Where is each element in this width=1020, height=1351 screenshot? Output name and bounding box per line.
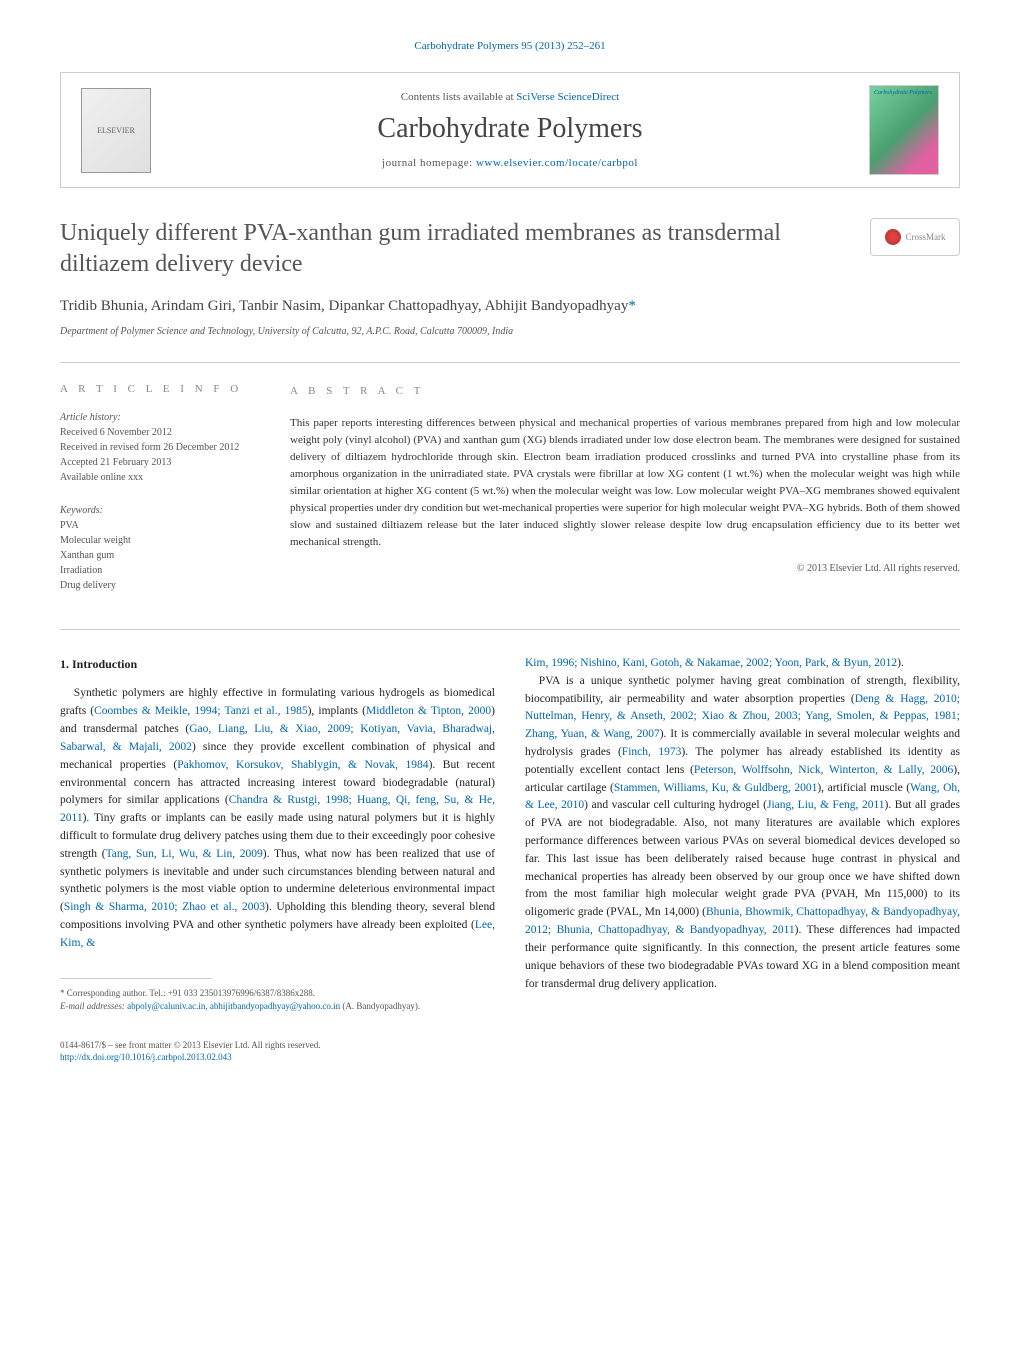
- article-info-label: a r t i c l e i n f o: [60, 383, 265, 395]
- contents-line: Contents lists available at SciVerse Sci…: [151, 91, 869, 103]
- article-history: Article history: Received 6 November 201…: [60, 410, 265, 485]
- corresponding-marker: *: [628, 298, 636, 314]
- section-number: 1.: [60, 657, 69, 671]
- journal-name: Carbohydrate Polymers: [151, 113, 869, 145]
- revised-date: Received in revised form 26 December 201…: [60, 440, 265, 455]
- citation-link[interactable]: Stammen, Williams, Ku, & Guldberg, 2001: [614, 782, 817, 794]
- citation-link[interactable]: Middleton & Tipton, 2000: [366, 705, 491, 717]
- info-abstract-row: a r t i c l e i n f o Article history: R…: [60, 362, 960, 611]
- section-heading: 1. Introduction: [60, 655, 495, 674]
- journal-cover-thumbnail: Carbohydrate Polymers: [869, 85, 939, 175]
- keywords-heading: Keywords:: [60, 503, 265, 518]
- citation-link[interactable]: Kim, 1996; Nishino, Kani, Gotoh, & Nakam…: [525, 657, 897, 669]
- cover-label: Carbohydrate Polymers: [874, 90, 932, 96]
- divider: [60, 629, 960, 630]
- body-columns: 1. Introduction Synthetic polymers are h…: [60, 655, 960, 1064]
- email-line: E-mail addresses: abpoly@caluniv.ac.in, …: [60, 1000, 495, 1014]
- email-link[interactable]: abpoly@caluniv.ac.in: [127, 1001, 205, 1011]
- history-heading: Article history:: [60, 410, 265, 425]
- crossmark-badge[interactable]: CrossMark: [870, 218, 960, 256]
- footer: 0144-8617/$ – see front matter © 2013 El…: [60, 1039, 495, 1064]
- journal-homepage: journal homepage: www.elsevier.com/locat…: [151, 157, 869, 169]
- body-text: ).: [897, 657, 904, 669]
- body-col-left: 1. Introduction Synthetic polymers are h…: [60, 655, 495, 1064]
- keywords-block: Keywords: PVA Molecular weight Xanthan g…: [60, 503, 265, 593]
- body-paragraph-continuation: Kim, 1996; Nishino, Kani, Gotoh, & Nakam…: [525, 655, 960, 673]
- crossmark-icon: [885, 229, 901, 245]
- accepted-date: Accepted 21 February 2013: [60, 455, 265, 470]
- article-title: Uniquely different PVA-xanthan gum irrad…: [60, 218, 870, 280]
- homepage-prefix: journal homepage:: [382, 157, 476, 169]
- keyword: PVA: [60, 518, 265, 533]
- email-label: E-mail addresses:: [60, 1001, 127, 1011]
- publisher-box: ELSEVIER Contents lists available at Sci…: [60, 72, 960, 188]
- citation-link[interactable]: Finch, 1973: [622, 746, 682, 758]
- body-text: ) and vascular cell culturing hydrogel (: [584, 799, 767, 811]
- citation-link[interactable]: Tang, Sun, Li, Wu, & Lin, 2009: [106, 848, 263, 860]
- body-text: ), artificial muscle (: [817, 782, 910, 794]
- body-text: ). But all grades of PVA are not biodegr…: [525, 799, 960, 918]
- crossmark-label: CrossMark: [906, 232, 946, 242]
- email-suffix: (A. Bandyopadhyay).: [340, 1001, 420, 1011]
- online-date: Available online xxx: [60, 470, 265, 485]
- citation-link[interactable]: Pakhomov, Korsukov, Shablygin, & Novak, …: [177, 759, 428, 771]
- homepage-link[interactable]: www.elsevier.com/locate/carbpol: [476, 157, 638, 169]
- body-paragraph: Synthetic polymers are highly effective …: [60, 685, 495, 952]
- sciencedirect-link[interactable]: SciVerse ScienceDirect: [516, 91, 619, 103]
- body-paragraph: PVA is a unique synthetic polymer having…: [525, 673, 960, 994]
- header-citation: Carbohydrate Polymers 95 (2013) 252–261: [60, 40, 960, 52]
- affiliation: Department of Polymer Science and Techno…: [60, 326, 960, 337]
- doi-line: http://dx.doi.org/10.1016/j.carbpol.2013…: [60, 1051, 495, 1064]
- keyword: Molecular weight: [60, 533, 265, 548]
- keyword: Irradiation: [60, 563, 265, 578]
- body-col-right: Kim, 1996; Nishino, Kani, Gotoh, & Nakam…: [525, 655, 960, 1064]
- keyword: Xanthan gum: [60, 548, 265, 563]
- abstract-col: a b s t r a c t This paper reports inter…: [290, 383, 960, 611]
- received-date: Received 6 November 2012: [60, 425, 265, 440]
- abstract-label: a b s t r a c t: [290, 383, 960, 400]
- issn-line: 0144-8617/$ – see front matter © 2013 El…: [60, 1039, 495, 1052]
- citation-link[interactable]: Jiang, Liu, & Feng, 2011: [767, 799, 885, 811]
- footnote-block: * Corresponding author. Tel.: +91 033 23…: [60, 987, 495, 1014]
- doi-prefix: http://dx.doi.org/: [60, 1052, 121, 1062]
- footnote-divider: [60, 978, 212, 979]
- citation-link[interactable]: Peterson, Wolffsohn, Nick, Winterton, & …: [694, 764, 953, 776]
- elsevier-logo: ELSEVIER: [81, 88, 151, 173]
- authors-text: Tridib Bhunia, Arindam Giri, Tanbir Nasi…: [60, 298, 628, 314]
- abstract-text: This paper reports interesting differenc…: [290, 415, 960, 551]
- citation-link[interactable]: Coombes & Meikle, 1994; Tanzi et al., 19…: [94, 705, 307, 717]
- contents-prefix: Contents lists available at: [401, 91, 516, 103]
- body-text: ), implants (: [308, 705, 366, 717]
- section-title: Introduction: [72, 657, 137, 671]
- publisher-center: Contents lists available at SciVerse Sci…: [151, 91, 869, 169]
- email-link[interactable]: abhijitbandyopadhyay@yahoo.co.in: [210, 1001, 340, 1011]
- keyword: Drug delivery: [60, 578, 265, 593]
- doi-link[interactable]: http://dx.doi.org/10.1016/j.carbpol.2013…: [60, 1052, 232, 1062]
- copyright: © 2013 Elsevier Ltd. All rights reserved…: [290, 561, 960, 577]
- doi-value: 10.1016/j.carbpol.2013.02.043: [121, 1052, 232, 1062]
- citation-link[interactable]: Singh & Sharma, 2010; Zhao et al., 2003: [64, 901, 265, 913]
- corresponding-author-note: * Corresponding author. Tel.: +91 033 23…: [60, 987, 495, 1001]
- authors-list: Tridib Bhunia, Arindam Giri, Tanbir Nasi…: [60, 295, 960, 318]
- article-info-col: a r t i c l e i n f o Article history: R…: [60, 383, 290, 611]
- title-row: Uniquely different PVA-xanthan gum irrad…: [60, 218, 960, 280]
